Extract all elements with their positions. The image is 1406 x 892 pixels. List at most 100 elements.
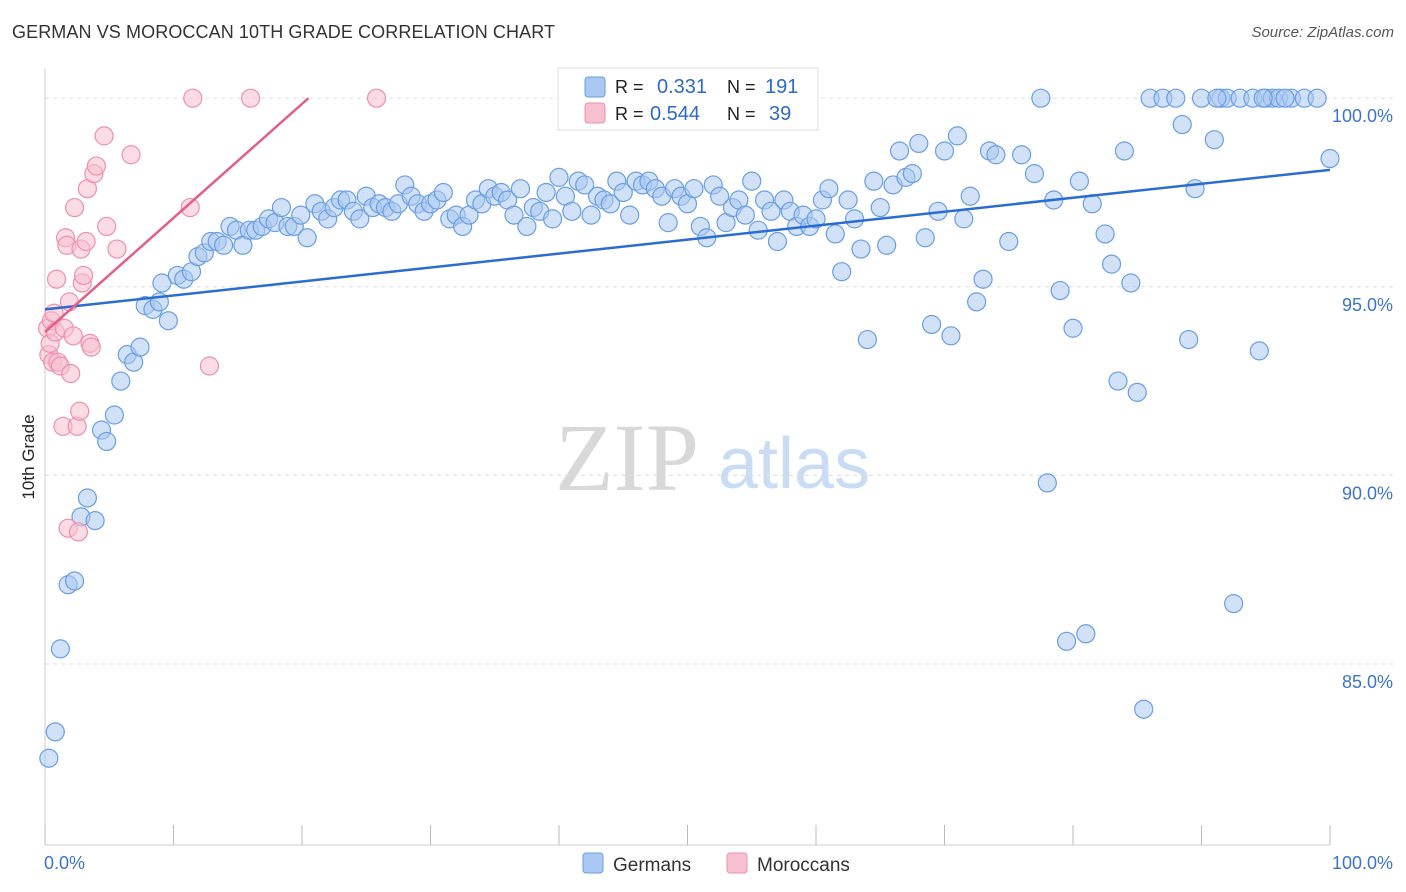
y-tick-label: 85.0% <box>1342 672 1393 692</box>
german-point <box>504 205 524 225</box>
german-point <box>889 141 910 161</box>
german-point <box>1101 254 1122 274</box>
german-point <box>1024 164 1045 184</box>
german-point <box>1011 145 1032 165</box>
legend-n-label-moroccan: N = <box>727 104 756 124</box>
moroccan-point <box>68 522 89 542</box>
moroccan-point <box>73 265 94 286</box>
moroccan-point <box>46 269 67 289</box>
german-point <box>1204 130 1224 150</box>
trendlines <box>44 97 1331 333</box>
german-point <box>536 182 556 203</box>
y-tick-label: 95.0% <box>1342 295 1393 315</box>
german-point <box>857 329 878 350</box>
german-point <box>1063 318 1083 338</box>
german-point <box>97 431 117 452</box>
german-point <box>864 171 884 191</box>
moroccan-points <box>37 88 387 542</box>
german-point <box>909 133 929 154</box>
moroccan-point <box>107 239 127 259</box>
moroccan-point <box>97 216 117 237</box>
bottom-legend-label-german: Germans <box>613 855 691 876</box>
bottom-legend-label-moroccan: Moroccans <box>757 855 850 876</box>
german-point <box>1207 88 1227 108</box>
german-point <box>915 228 935 248</box>
german-point <box>581 205 601 225</box>
german-point <box>710 186 730 206</box>
bottom-legend-swatch-german <box>582 852 604 874</box>
german-point <box>1069 171 1090 191</box>
german-point <box>433 182 453 203</box>
german-point <box>1056 631 1077 651</box>
german-point <box>620 205 640 225</box>
moroccan-point <box>64 197 85 218</box>
german-point <box>934 141 955 161</box>
german-point <box>1134 699 1154 719</box>
german-point <box>152 273 172 293</box>
german-point <box>542 209 563 229</box>
german-point <box>1249 341 1269 361</box>
german-point <box>1179 329 1199 350</box>
german-point <box>1320 148 1340 169</box>
german-point <box>45 722 65 742</box>
moroccan-point <box>183 88 203 108</box>
german-point <box>819 179 839 199</box>
legend-n-value-moroccan: 39 <box>769 103 791 125</box>
moroccan-point <box>366 88 387 108</box>
german-point <box>844 209 865 229</box>
german-point <box>806 209 826 229</box>
german-point <box>613 182 633 203</box>
y-axis-title: 10th Grade <box>19 414 38 499</box>
legend-n-value-german: 191 <box>765 76 798 98</box>
german-point <box>291 205 311 225</box>
german-point <box>214 235 234 255</box>
german-point <box>902 164 922 184</box>
y-tick-label: 90.0% <box>1342 483 1393 503</box>
german-point <box>1114 141 1135 161</box>
german-trendline <box>44 168 1331 311</box>
moroccan-point <box>76 231 96 252</box>
moroccan-trendline <box>44 97 310 333</box>
german-point <box>1108 371 1128 391</box>
german-point <box>549 167 569 187</box>
german-point <box>575 175 595 195</box>
moroccan-point <box>241 88 261 108</box>
german-point <box>562 201 582 221</box>
bottom-legend: Germans Moroccans <box>582 852 850 876</box>
german-point <box>1307 88 1327 108</box>
moroccan-point <box>81 337 101 357</box>
german-point <box>1166 88 1186 108</box>
german-point <box>1253 88 1273 108</box>
german-point <box>986 145 1006 165</box>
source-label: Source: ZipAtlas.com <box>1251 24 1394 41</box>
german-point <box>1121 273 1141 293</box>
german-point <box>111 371 131 391</box>
german-point <box>870 197 890 218</box>
legend-n-label-german: N = <box>727 77 756 97</box>
german-point <box>1076 624 1096 644</box>
german-point <box>973 269 993 289</box>
german-point <box>517 216 537 237</box>
german-point <box>1050 280 1070 301</box>
german-point <box>1031 88 1051 108</box>
german-point <box>39 748 59 768</box>
legend-r-label-german: R = <box>615 77 644 97</box>
x-ticks <box>44 825 1331 845</box>
chart-title: GERMAN VS MOROCCAN 10TH GRADE CORRELATIO… <box>12 22 556 42</box>
german-point <box>922 314 942 335</box>
moroccan-point <box>70 401 90 421</box>
german-point <box>1275 88 1295 108</box>
german-point <box>761 201 781 221</box>
german-point <box>1037 473 1057 493</box>
german-point <box>838 190 858 210</box>
german-point <box>64 571 85 591</box>
german-point <box>658 213 678 233</box>
german-point <box>510 179 531 199</box>
german-point <box>954 209 974 229</box>
x-tick-label-max: 100.0% <box>1332 853 1393 873</box>
german-point <box>742 171 762 191</box>
moroccan-point <box>180 197 200 218</box>
german-point <box>130 337 150 357</box>
german-points <box>39 88 1340 768</box>
legend-swatch-moroccan <box>584 102 606 124</box>
